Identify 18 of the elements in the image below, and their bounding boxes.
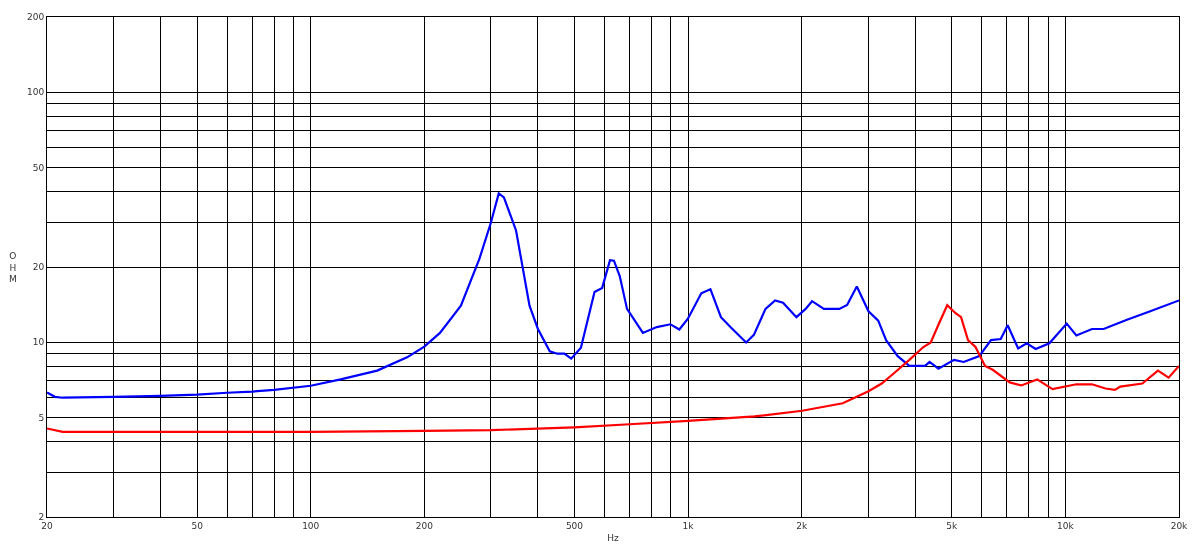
- x-tick-label: 500: [565, 520, 584, 531]
- y-tick-label: 200: [27, 12, 45, 23]
- x-tick-label: 200: [415, 520, 434, 531]
- x-tick-label: 20k: [1170, 520, 1189, 531]
- y-tick-label: 5: [38, 412, 45, 423]
- y-tick-label: 20: [32, 262, 45, 273]
- x-tick-label: 100: [302, 520, 320, 531]
- x-tick-label: 50: [191, 520, 204, 531]
- x-tick-label: 5k: [946, 520, 959, 531]
- y-tick-label: 50: [32, 162, 45, 173]
- x-tick-label: 2k: [796, 520, 808, 531]
- x-tick-label: 1k: [682, 520, 695, 531]
- x-axis-title: Hz: [607, 532, 620, 543]
- y-tick-label: 10: [32, 337, 45, 348]
- y-tick-label: 2: [38, 512, 45, 523]
- x-tick-label: 10k: [1057, 520, 1075, 531]
- y-axis-title: OHM: [9, 251, 17, 285]
- y-tick-label: 100: [27, 87, 45, 98]
